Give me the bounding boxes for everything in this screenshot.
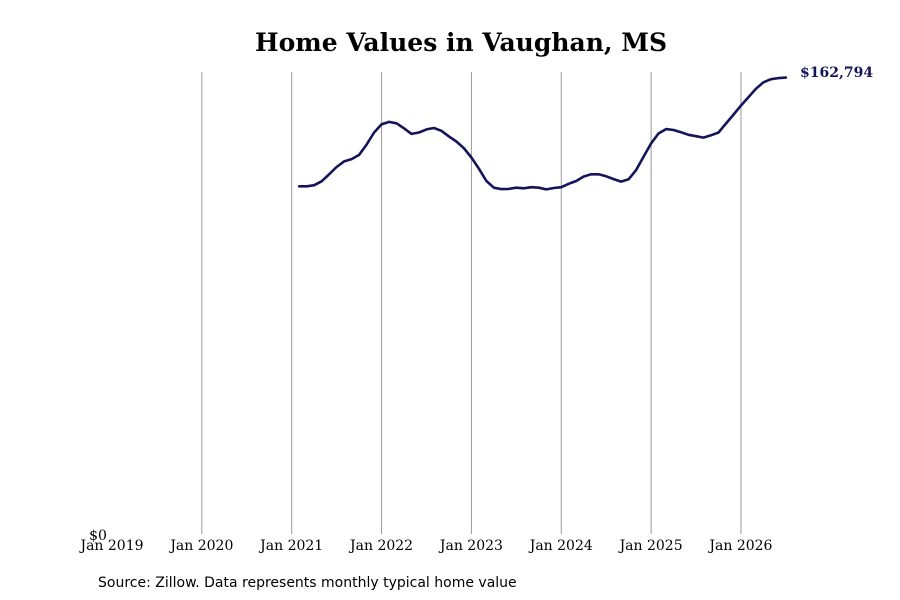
x-tick-label: Jan 2023 [438,538,503,554]
x-tick-label: Jan 2024 [528,538,593,554]
home-value-series-line [297,76,788,191]
x-tick-label: Jan 2022 [348,538,413,554]
grid-lines [201,72,742,534]
source-note: Source: Zillow. Data represents monthly … [98,575,517,591]
x-tick-label: Jan 2021 [258,538,323,554]
x-tick-label: Jan 2026 [707,538,772,554]
x-tick-label: Jan 2025 [618,538,683,554]
x-tick-labels: Jan 2019 Jan 2020 Jan 2021 Jan 2022 Jan 2023… [78,538,772,554]
x-tick-label: Jan 2020 [168,538,233,554]
y-tick-label-zero: $0 [89,528,107,544]
end-value-label: $162,794 [800,65,873,81]
chart-title: Home Values in Vaughan, MS [255,28,667,57]
x-tick-label: Jan 2019 [78,538,143,554]
